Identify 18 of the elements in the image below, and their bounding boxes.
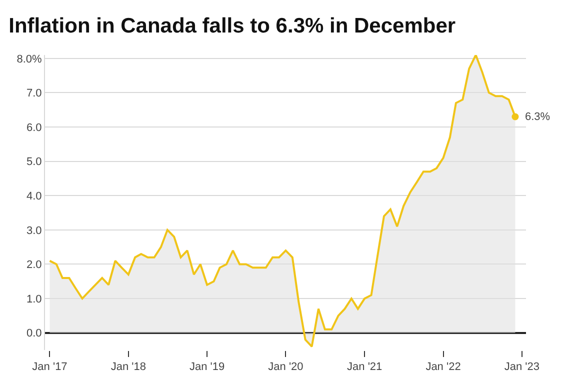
- y-tick-label: 8.0%: [16, 53, 42, 66]
- x-tick-label: Jan '18: [110, 361, 146, 374]
- y-tick-label: 3.0: [26, 224, 42, 237]
- x-tick-label: Jan '23: [504, 361, 540, 374]
- y-tick-label: 4.0: [26, 190, 42, 202]
- x-tick-label: Jan '19: [189, 361, 225, 374]
- annotation: 6.3%: [525, 111, 550, 123]
- x-tick-label: Jan '17: [32, 361, 68, 374]
- y-tick-label: 6.0: [26, 122, 42, 134]
- y-tick-label: 2.0: [26, 259, 42, 272]
- y-tick-label: 5.0: [26, 156, 42, 168]
- x-tick-label: Jan '22: [426, 361, 461, 374]
- chart-title: Inflation in Canada falls to 6.3% in December: [8, 14, 456, 38]
- y-tick-label: 7.0: [26, 88, 42, 100]
- y-tick-label: 0.0: [26, 328, 42, 340]
- x-tick-label: Jan '20: [268, 361, 304, 374]
- y-tick-label: 1.0: [26, 293, 42, 306]
- x-tick-label: Jan '21: [347, 361, 382, 374]
